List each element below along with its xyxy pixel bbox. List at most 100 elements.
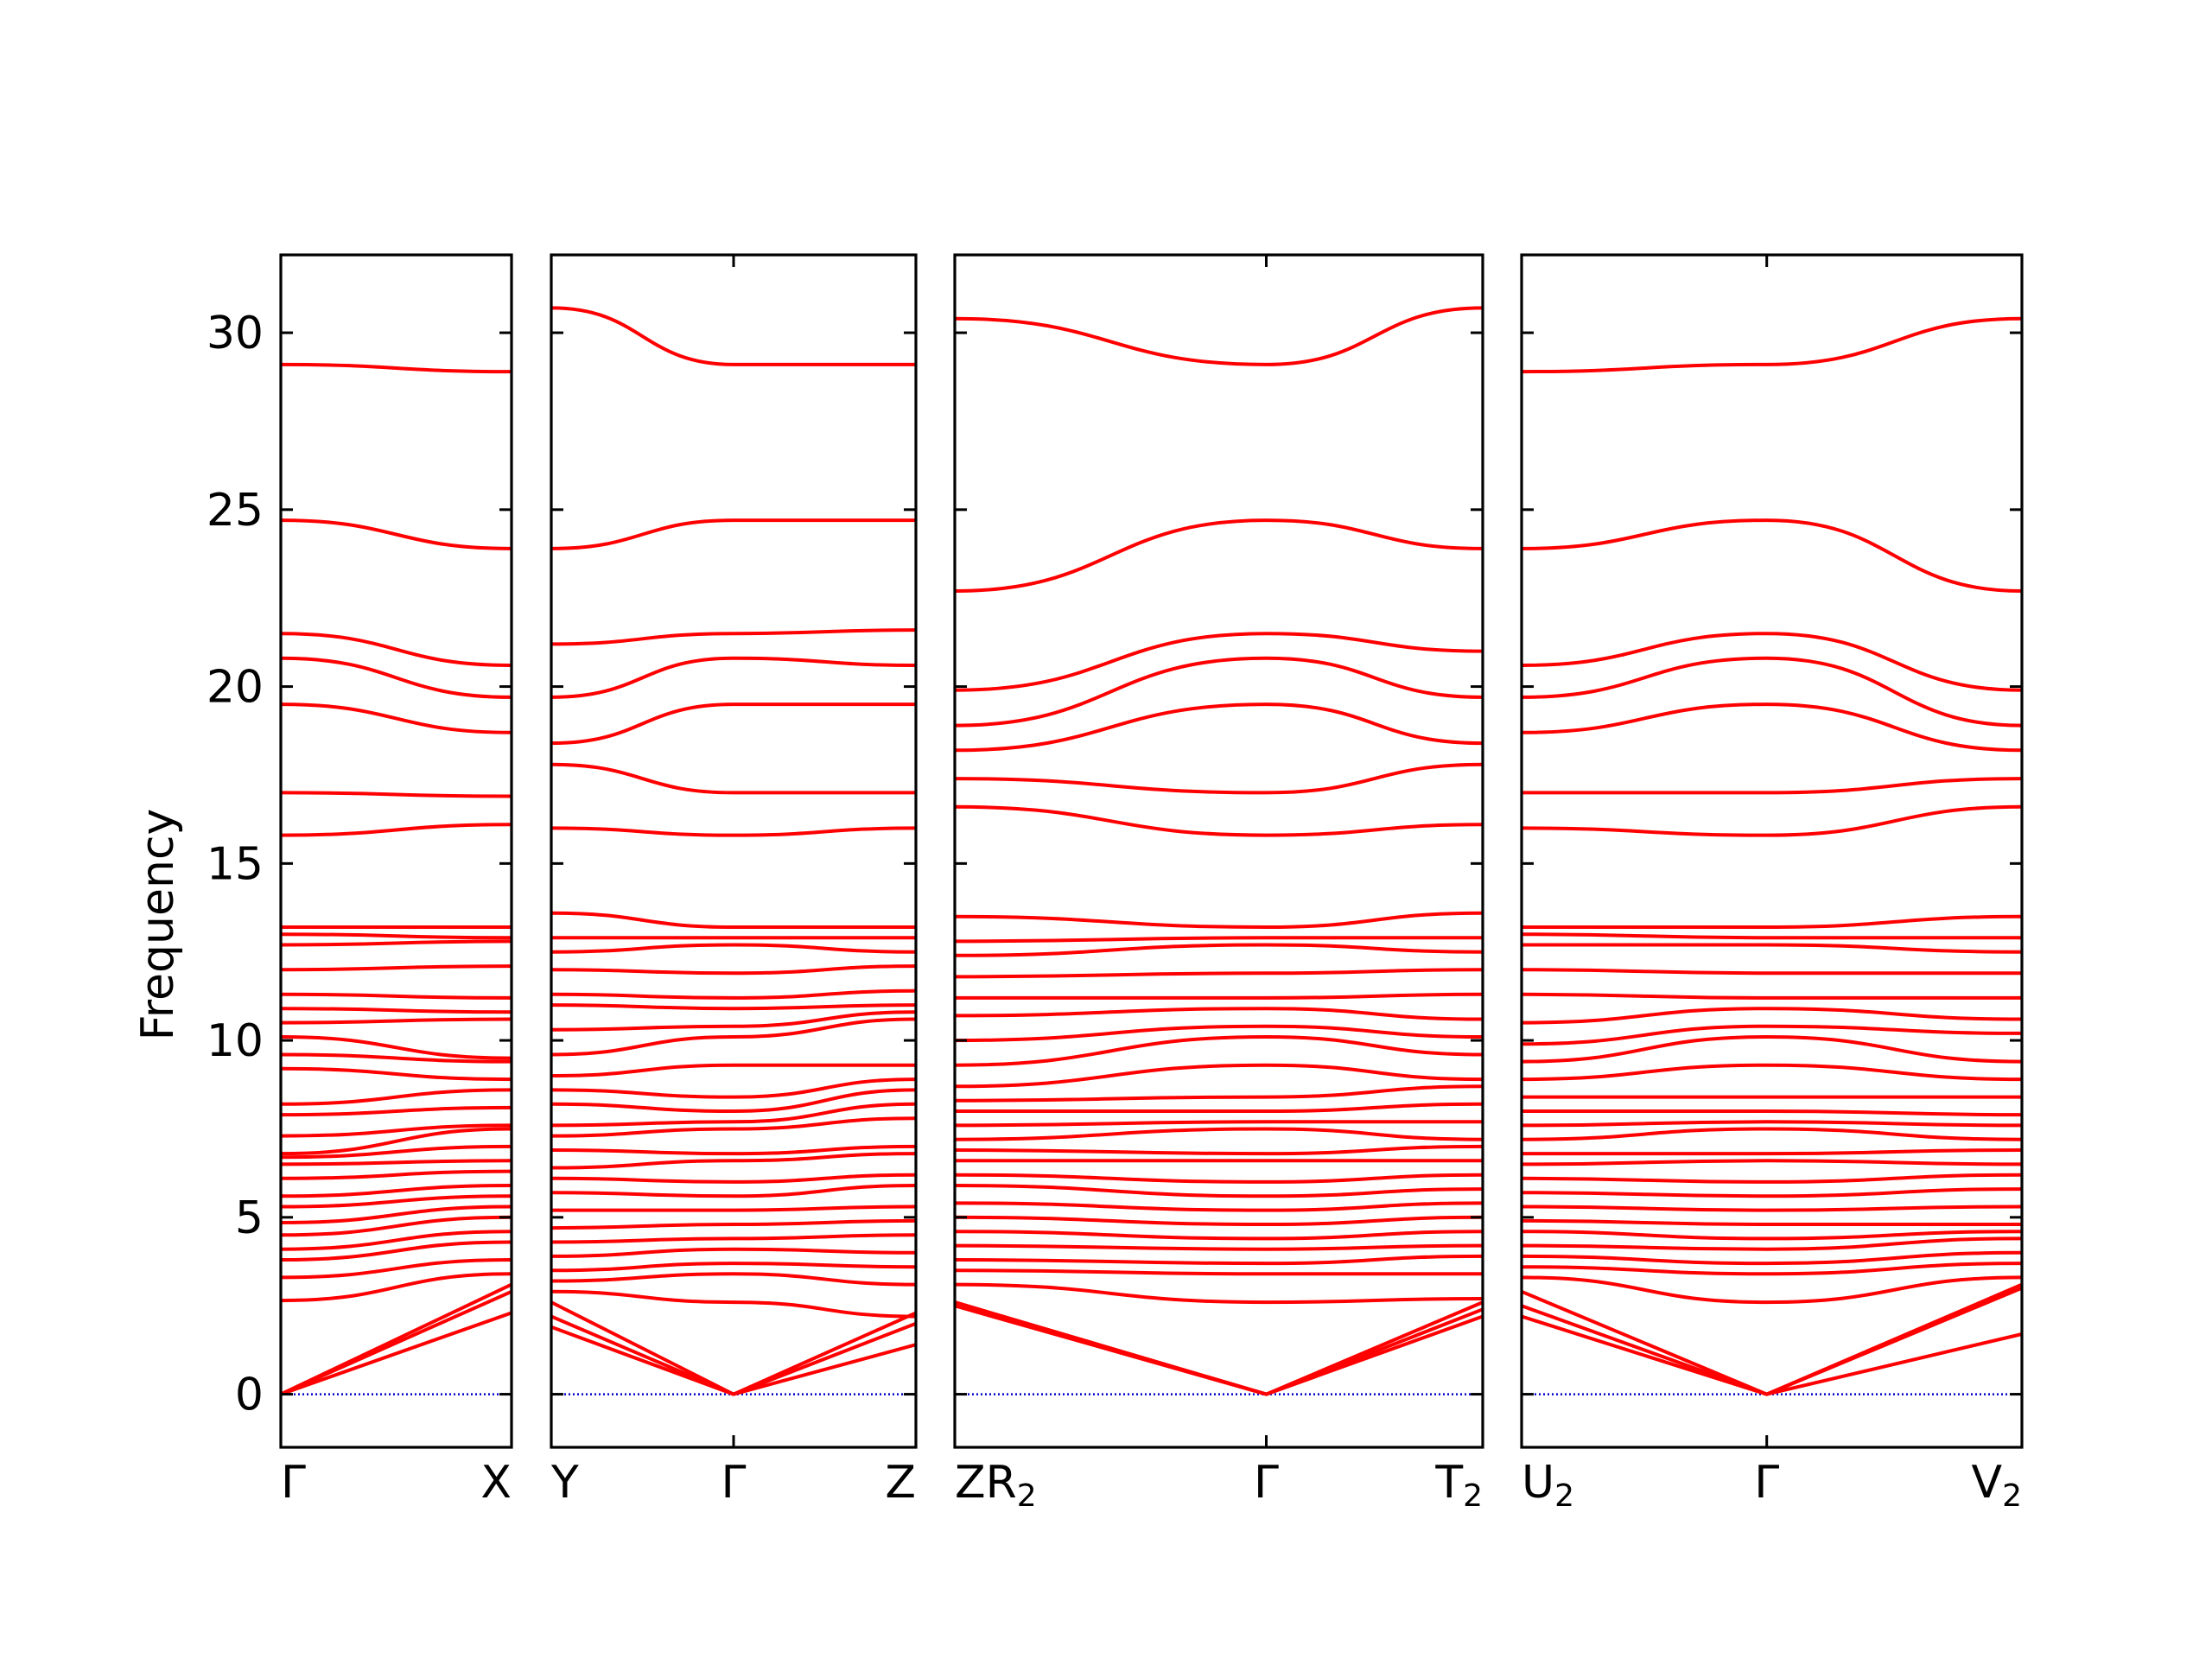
band-line-33: [954, 518, 1484, 593]
band-line-12: [550, 1173, 917, 1184]
band-line-22: [954, 1007, 1484, 1021]
band-line-26: [1521, 932, 2022, 940]
band-line-27: [954, 911, 1484, 929]
band-line-11: [280, 1184, 512, 1198]
y-tick-label: 30: [207, 308, 264, 359]
band-line-21: [550, 1010, 917, 1032]
band-line-4: [954, 1282, 1484, 1305]
band-line-24: [1521, 968, 2022, 976]
band-line-35: [280, 362, 512, 374]
band-line-30: [550, 702, 916, 746]
band-line-3: [954, 1300, 1484, 1396]
band-line-13: [1521, 1159, 2023, 1166]
band-line-5: [954, 1268, 1483, 1276]
band-line-3: [550, 1300, 917, 1396]
band-line-21: [280, 1035, 512, 1060]
panel-1: 0 5 10 15 20 25 30 Γ X: [207, 253, 513, 1509]
band-line-11: [550, 1184, 917, 1198]
band-line-8: [954, 1230, 1484, 1241]
band-line-16: [1521, 1120, 2023, 1128]
band-line-1: [1521, 1314, 2023, 1396]
panels: 0 5 10 15 20 25 30 Γ X Y Γ Z ZR2 Γ T2 U2 Γ V2: [207, 253, 2024, 1514]
band-line-12: [1521, 1173, 2023, 1184]
band-line-6: [280, 1240, 512, 1262]
panel-3: ZR2 Γ T2: [953, 253, 1484, 1514]
band-line-25: [954, 943, 1484, 957]
band-line-9: [550, 1218, 917, 1230]
x-tick-label: T2: [1434, 1457, 1483, 1514]
band-line-16: [954, 1120, 1483, 1128]
band-line-26: [280, 939, 512, 947]
band-line-21: [954, 1024, 1484, 1043]
band-line-32: [954, 632, 1484, 692]
band-line-3: [280, 1282, 512, 1396]
band-line-6: [954, 1254, 1484, 1266]
band-line-3: [1521, 1282, 2023, 1396]
band-line-9: [1521, 1218, 2022, 1227]
band-line-28: [550, 826, 917, 837]
band-line-8: [280, 1215, 512, 1237]
band-line-18: [280, 1088, 512, 1106]
x-tick-label: Γ: [721, 1457, 747, 1509]
x-tick-label: Γ: [1254, 1457, 1279, 1509]
x-tick-label: ZR2: [955, 1457, 1037, 1514]
band-line-18: [954, 1084, 1484, 1103]
band-line-29: [954, 762, 1484, 795]
band-line-17: [550, 1088, 917, 1113]
band-line-5: [1521, 1262, 2023, 1276]
band-line-10: [954, 1201, 1484, 1212]
band-line-19: [550, 1063, 916, 1077]
band-line-27: [1521, 914, 2023, 930]
x-tick-label: X: [480, 1457, 512, 1509]
band-line-30: [954, 702, 1484, 753]
y-tick-label: 10: [207, 1015, 264, 1067]
band-line-15: [954, 1127, 1484, 1141]
band-line-4: [1521, 1275, 2023, 1305]
band-line-33: [1521, 518, 2023, 593]
panel-4: U2 Γ V2: [1520, 253, 2024, 1514]
x-tick-label: Y: [550, 1457, 579, 1509]
band-line-23: [955, 992, 1484, 1000]
band-line-23: [280, 1007, 512, 1014]
band-line-14: [1522, 1148, 2023, 1156]
band-line-30: [280, 791, 512, 798]
band-line-24: [280, 992, 512, 1000]
band-line-34: [280, 518, 512, 550]
band-line-7: [954, 1243, 1484, 1251]
band-line-30: [1521, 702, 2023, 753]
band-line-7: [550, 1247, 917, 1258]
band-line-31: [280, 702, 512, 734]
band-line-29: [280, 823, 512, 837]
panel-frame: [1520, 253, 2024, 1449]
band-line-20: [280, 1052, 512, 1064]
band-line-15: [550, 1116, 917, 1138]
band-line-33: [550, 518, 916, 550]
band-line-13: [550, 1152, 917, 1170]
band-line-23: [550, 988, 917, 1000]
band-line-19: [954, 1063, 1484, 1089]
band-line-31: [1521, 656, 2023, 728]
band-line-8: [1521, 1230, 2023, 1241]
band-line-4: [280, 1272, 512, 1303]
y-tick-label: 15: [207, 838, 264, 890]
band-line-22: [280, 1017, 512, 1025]
band-line-17: [955, 1102, 1484, 1114]
band-line-14: [954, 1144, 1484, 1156]
band-line-21: [1521, 1024, 2023, 1046]
band-line-24: [954, 968, 1484, 979]
band-line-8: [550, 1233, 917, 1244]
band-line-19: [280, 1066, 512, 1082]
band-line-10: [1521, 1205, 2023, 1212]
band-line-32: [550, 628, 917, 646]
band-line-20: [954, 1035, 1484, 1067]
band-line-5: [280, 1258, 512, 1280]
panel-frame: [953, 253, 1484, 1449]
band-line-20: [1521, 1035, 2023, 1064]
band-line-27: [550, 911, 916, 930]
y-tick-label: 5: [235, 1192, 264, 1244]
band-line-10: [550, 1205, 917, 1212]
band-line-23: [1521, 992, 2022, 1000]
y-tick-label: 20: [207, 662, 264, 714]
